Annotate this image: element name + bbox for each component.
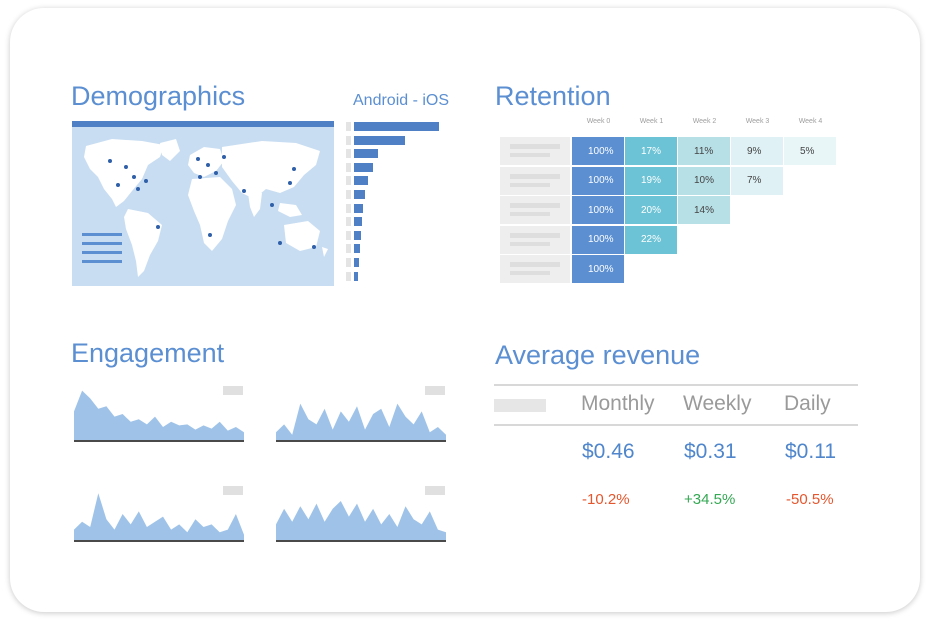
platform-bar [354,258,360,267]
revenue-header-divider [494,424,858,426]
retention-row-label [500,166,570,195]
platform-bar [354,135,405,145]
engagement-area [276,501,446,540]
retention-week-header: Week 1 [639,118,664,125]
revenue-header-monthly: Monthly [581,392,655,415]
engagement-sparkline[interactable] [74,483,244,543]
engagement-area [74,390,244,440]
retention-cell: 19% [625,166,677,195]
retention-row-label [500,225,570,254]
platform-bar-stub [346,190,351,199]
engagement-chart-tag [223,486,243,495]
retention-row-label [500,137,570,165]
platform-bar [354,162,373,172]
platform-bar [354,203,364,213]
revenue-header-daily: Daily [784,392,831,415]
retention-week-header: Week 4 [798,118,823,125]
platform-label: Android - iOS [353,92,450,109]
revenue-row-label-placeholder [494,399,546,412]
platform-bar-stub [346,271,351,281]
retention-cell: 100% [572,255,624,284]
revenue-value-weekly: $0.31 [684,440,737,463]
retention-row-label [500,196,570,225]
platform-bar-stub [346,135,351,145]
platform-bar-stub [346,258,351,267]
revenue-change-monthly: -10.2% [582,491,630,508]
row-label-line [510,144,560,149]
retention-cell: 7% [731,166,783,195]
retention-week-header: Week 3 [745,118,770,125]
row-label-line [510,203,560,209]
platform-bar [354,149,378,159]
retention-cell: 9% [731,137,783,165]
platform-bar-stub [346,176,351,186]
platform-bar [354,217,362,227]
platform-bar-stub [346,203,351,213]
retention-cell: 10% [678,166,730,195]
platform-bar-stub [346,244,351,254]
row-label-line [510,241,550,246]
engagement-chart-tag [425,386,445,395]
revenue-change-weekly: +34.5% [684,491,736,508]
retention-row-label [500,255,570,284]
retention-title: Retention [495,81,611,111]
retention-week-header: Week 0 [586,118,611,125]
engagement-baseline [276,540,446,542]
row-label-line [510,232,560,238]
engagement-baseline [74,440,244,442]
revenue-value-daily: $0.11 [785,440,836,463]
demographics-title: Demographics [71,81,246,111]
row-label-line [510,182,550,187]
engagement-baseline [74,540,244,542]
world-map-icon [82,139,328,277]
retention-cell: 100% [572,196,624,225]
retention-cell: 14% [678,196,730,225]
platform-bar [354,230,361,240]
platform-bar-stub [346,217,351,227]
platform-bar-stub [346,122,351,131]
platform-bar [354,176,368,186]
platform-bar [354,271,359,281]
engagement-sparkline[interactable] [276,383,446,443]
platform-bar [354,122,439,131]
row-label-line [510,173,560,179]
engagement-sparkline[interactable] [74,383,244,443]
platform-bar-chart [346,122,446,287]
engagement-chart-tag [223,386,243,395]
retention-cell: 20% [625,196,677,225]
retention-cell: 100% [572,166,624,195]
row-label-line [510,271,550,276]
row-label-line [510,262,560,268]
revenue-value-monthly: $0.46 [582,440,635,463]
platform-bar [354,190,366,199]
platform-bar-stub [346,162,351,172]
average-revenue-title: Average revenue [495,340,701,370]
platform-bar [354,244,360,254]
platform-bar-stub [346,149,351,159]
revenue-header-weekly: Weekly [683,392,752,415]
retention-cell: 5% [784,137,836,165]
engagement-area [74,493,244,540]
engagement-area [276,403,446,440]
retention-cell: 100% [572,137,624,165]
engagement-chart-tag [425,486,445,495]
map-header-bar [72,121,334,127]
engagement-baseline [276,440,446,442]
platform-bar-stub [346,230,351,240]
revenue-change-daily: -50.5% [786,491,834,508]
engagement-title: Engagement [71,338,225,368]
retention-cell: 22% [625,225,677,254]
engagement-sparkline[interactable] [276,483,446,543]
row-label-line [510,212,550,217]
retention-week-header: Week 2 [692,118,717,125]
retention-cell: 100% [572,225,624,254]
world-map[interactable] [72,121,334,286]
retention-cell: 17% [625,137,677,165]
retention-cell: 11% [678,137,730,165]
revenue-top-divider [494,384,858,386]
row-label-line [510,153,550,157]
dashboard-card [10,8,920,612]
